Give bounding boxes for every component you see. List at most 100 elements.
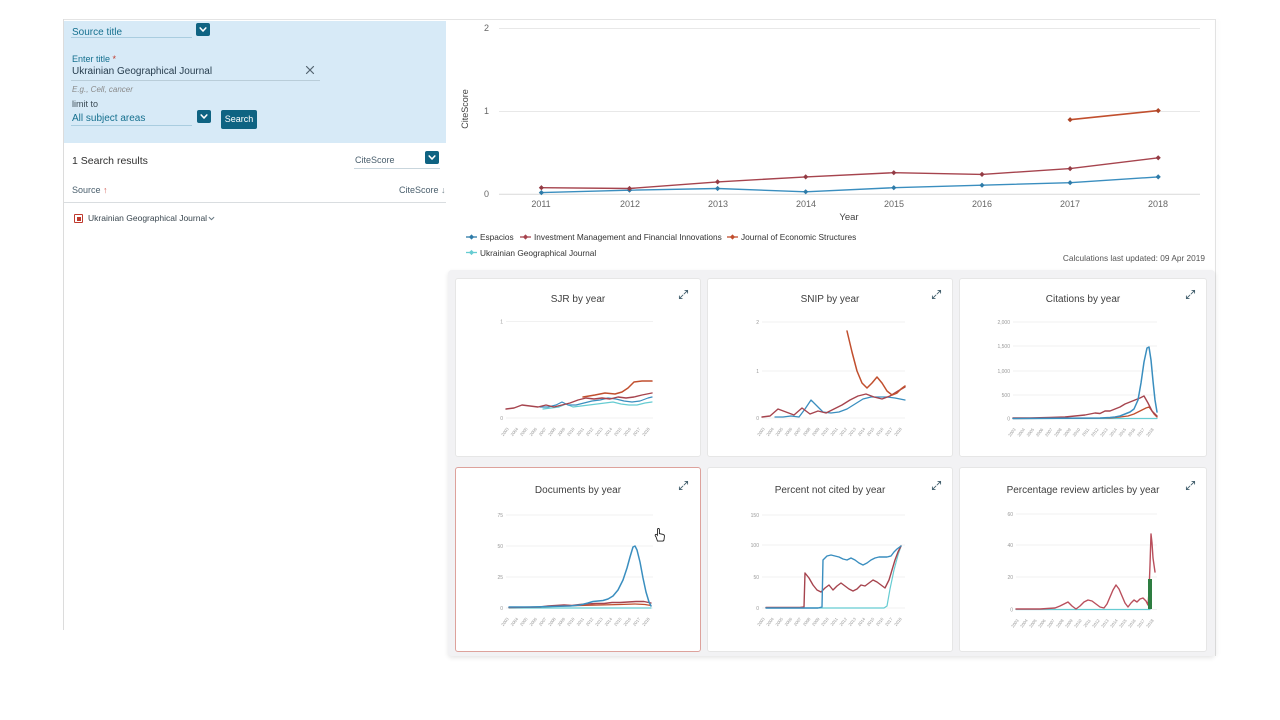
svg-text:2006: 2006: [784, 426, 794, 437]
svg-text:2011: 2011: [1082, 618, 1092, 629]
svg-text:2014: 2014: [604, 616, 614, 627]
svg-text:2011: 2011: [829, 616, 839, 627]
svg-text:2016: 2016: [875, 616, 885, 627]
svg-text:2016: 2016: [1127, 427, 1137, 438]
svg-text:2007: 2007: [538, 426, 548, 437]
svg-text:2005: 2005: [519, 426, 529, 437]
svg-text:2018: 2018: [1145, 618, 1155, 629]
svg-text:2015: 2015: [613, 426, 623, 437]
svg-text:2004: 2004: [1019, 618, 1029, 629]
svg-text:2006: 2006: [528, 426, 538, 437]
svg-text:2014: 2014: [857, 616, 867, 627]
svg-text:2010: 2010: [1072, 427, 1082, 438]
svg-text:2,000: 2,000: [997, 320, 1010, 326]
svg-text:2003: 2003: [1007, 427, 1017, 438]
svg-text:2003: 2003: [500, 426, 510, 437]
svg-text:2004: 2004: [765, 616, 775, 627]
svg-text:2016: 2016: [622, 616, 632, 627]
svg-text:100: 100: [751, 543, 760, 549]
svg-text:2006: 2006: [528, 616, 538, 627]
svg-text:2008: 2008: [1053, 427, 1063, 438]
svg-text:2012: 2012: [585, 616, 595, 627]
svg-text:75: 75: [497, 513, 503, 519]
svg-text:2015: 2015: [1118, 618, 1128, 629]
svg-text:2018: 2018: [893, 616, 903, 627]
svg-text:1,500: 1,500: [997, 344, 1010, 350]
svg-text:2009: 2009: [811, 426, 821, 437]
svg-text:2003: 2003: [1010, 618, 1020, 629]
svg-text:2013: 2013: [847, 616, 857, 627]
svg-text:1: 1: [500, 319, 503, 325]
svg-text:500: 500: [1002, 393, 1011, 399]
svg-text:20: 20: [1007, 575, 1013, 581]
svg-text:2011: 2011: [1081, 427, 1091, 438]
svg-text:2005: 2005: [519, 616, 529, 627]
svg-text:2014: 2014: [604, 426, 614, 437]
svg-text:2004: 2004: [510, 616, 520, 627]
svg-text:2015: 2015: [1118, 427, 1128, 438]
svg-text:2003: 2003: [500, 616, 510, 627]
svg-text:2011: 2011: [575, 616, 585, 627]
svg-text:2008: 2008: [802, 616, 812, 627]
svg-text:0: 0: [756, 606, 759, 612]
svg-text:2003: 2003: [756, 616, 766, 627]
svg-text:2005: 2005: [1028, 618, 1038, 629]
svg-text:2013: 2013: [594, 616, 604, 627]
svg-text:2010: 2010: [566, 616, 576, 627]
svg-text:2013: 2013: [1100, 618, 1110, 629]
svg-text:2004: 2004: [510, 426, 520, 437]
svg-text:2007: 2007: [793, 616, 803, 627]
svg-text:2014: 2014: [857, 426, 867, 437]
svg-text:2017: 2017: [884, 426, 894, 437]
svg-text:2018: 2018: [641, 426, 651, 437]
svg-text:150: 150: [751, 513, 760, 519]
svg-text:2: 2: [756, 320, 759, 326]
svg-text:2015: 2015: [866, 426, 876, 437]
svg-text:0: 0: [1007, 416, 1010, 422]
svg-text:50: 50: [753, 575, 759, 581]
svg-text:2017: 2017: [632, 426, 642, 437]
svg-text:2016: 2016: [1127, 618, 1137, 629]
svg-text:2007: 2007: [1044, 427, 1054, 438]
svg-text:2012: 2012: [838, 426, 848, 437]
svg-text:2009: 2009: [557, 616, 567, 627]
svg-text:2017: 2017: [1136, 427, 1146, 438]
svg-text:2017: 2017: [1136, 618, 1146, 629]
svg-text:2010: 2010: [820, 426, 830, 437]
svg-text:40: 40: [1007, 543, 1013, 549]
svg-text:2005: 2005: [774, 616, 784, 627]
svg-text:2018: 2018: [893, 426, 903, 437]
svg-text:2008: 2008: [547, 426, 557, 437]
svg-text:2016: 2016: [622, 426, 632, 437]
svg-text:2008: 2008: [1055, 618, 1065, 629]
svg-text:2014: 2014: [1109, 618, 1119, 629]
svg-text:1: 1: [756, 369, 759, 375]
svg-text:2018: 2018: [641, 616, 651, 627]
svg-text:2006: 2006: [1035, 427, 1045, 438]
svg-text:0: 0: [1010, 607, 1013, 613]
svg-text:2014: 2014: [1108, 427, 1118, 438]
svg-text:0: 0: [756, 416, 759, 422]
svg-text:2013: 2013: [594, 426, 604, 437]
svg-text:2016: 2016: [875, 426, 885, 437]
svg-text:2012: 2012: [585, 426, 595, 437]
svg-text:2007: 2007: [538, 616, 548, 627]
svg-text:2003: 2003: [756, 426, 766, 437]
svg-text:2009: 2009: [1064, 618, 1074, 629]
svg-text:2011: 2011: [829, 426, 839, 437]
svg-text:1,000: 1,000: [997, 369, 1010, 375]
svg-text:2007: 2007: [1046, 618, 1056, 629]
svg-text:0: 0: [500, 416, 503, 422]
svg-text:2012: 2012: [838, 616, 848, 627]
svg-text:2007: 2007: [793, 426, 803, 437]
svg-text:2015: 2015: [613, 616, 623, 627]
svg-text:2010: 2010: [820, 616, 830, 627]
svg-text:2010: 2010: [566, 426, 576, 437]
svg-text:2006: 2006: [1037, 618, 1047, 629]
svg-text:2012: 2012: [1090, 427, 1100, 438]
svg-text:2018: 2018: [1145, 427, 1155, 438]
svg-text:2009: 2009: [1062, 427, 1072, 438]
svg-text:2011: 2011: [575, 426, 585, 437]
svg-text:2005: 2005: [774, 426, 784, 437]
svg-text:2013: 2013: [1099, 427, 1109, 438]
